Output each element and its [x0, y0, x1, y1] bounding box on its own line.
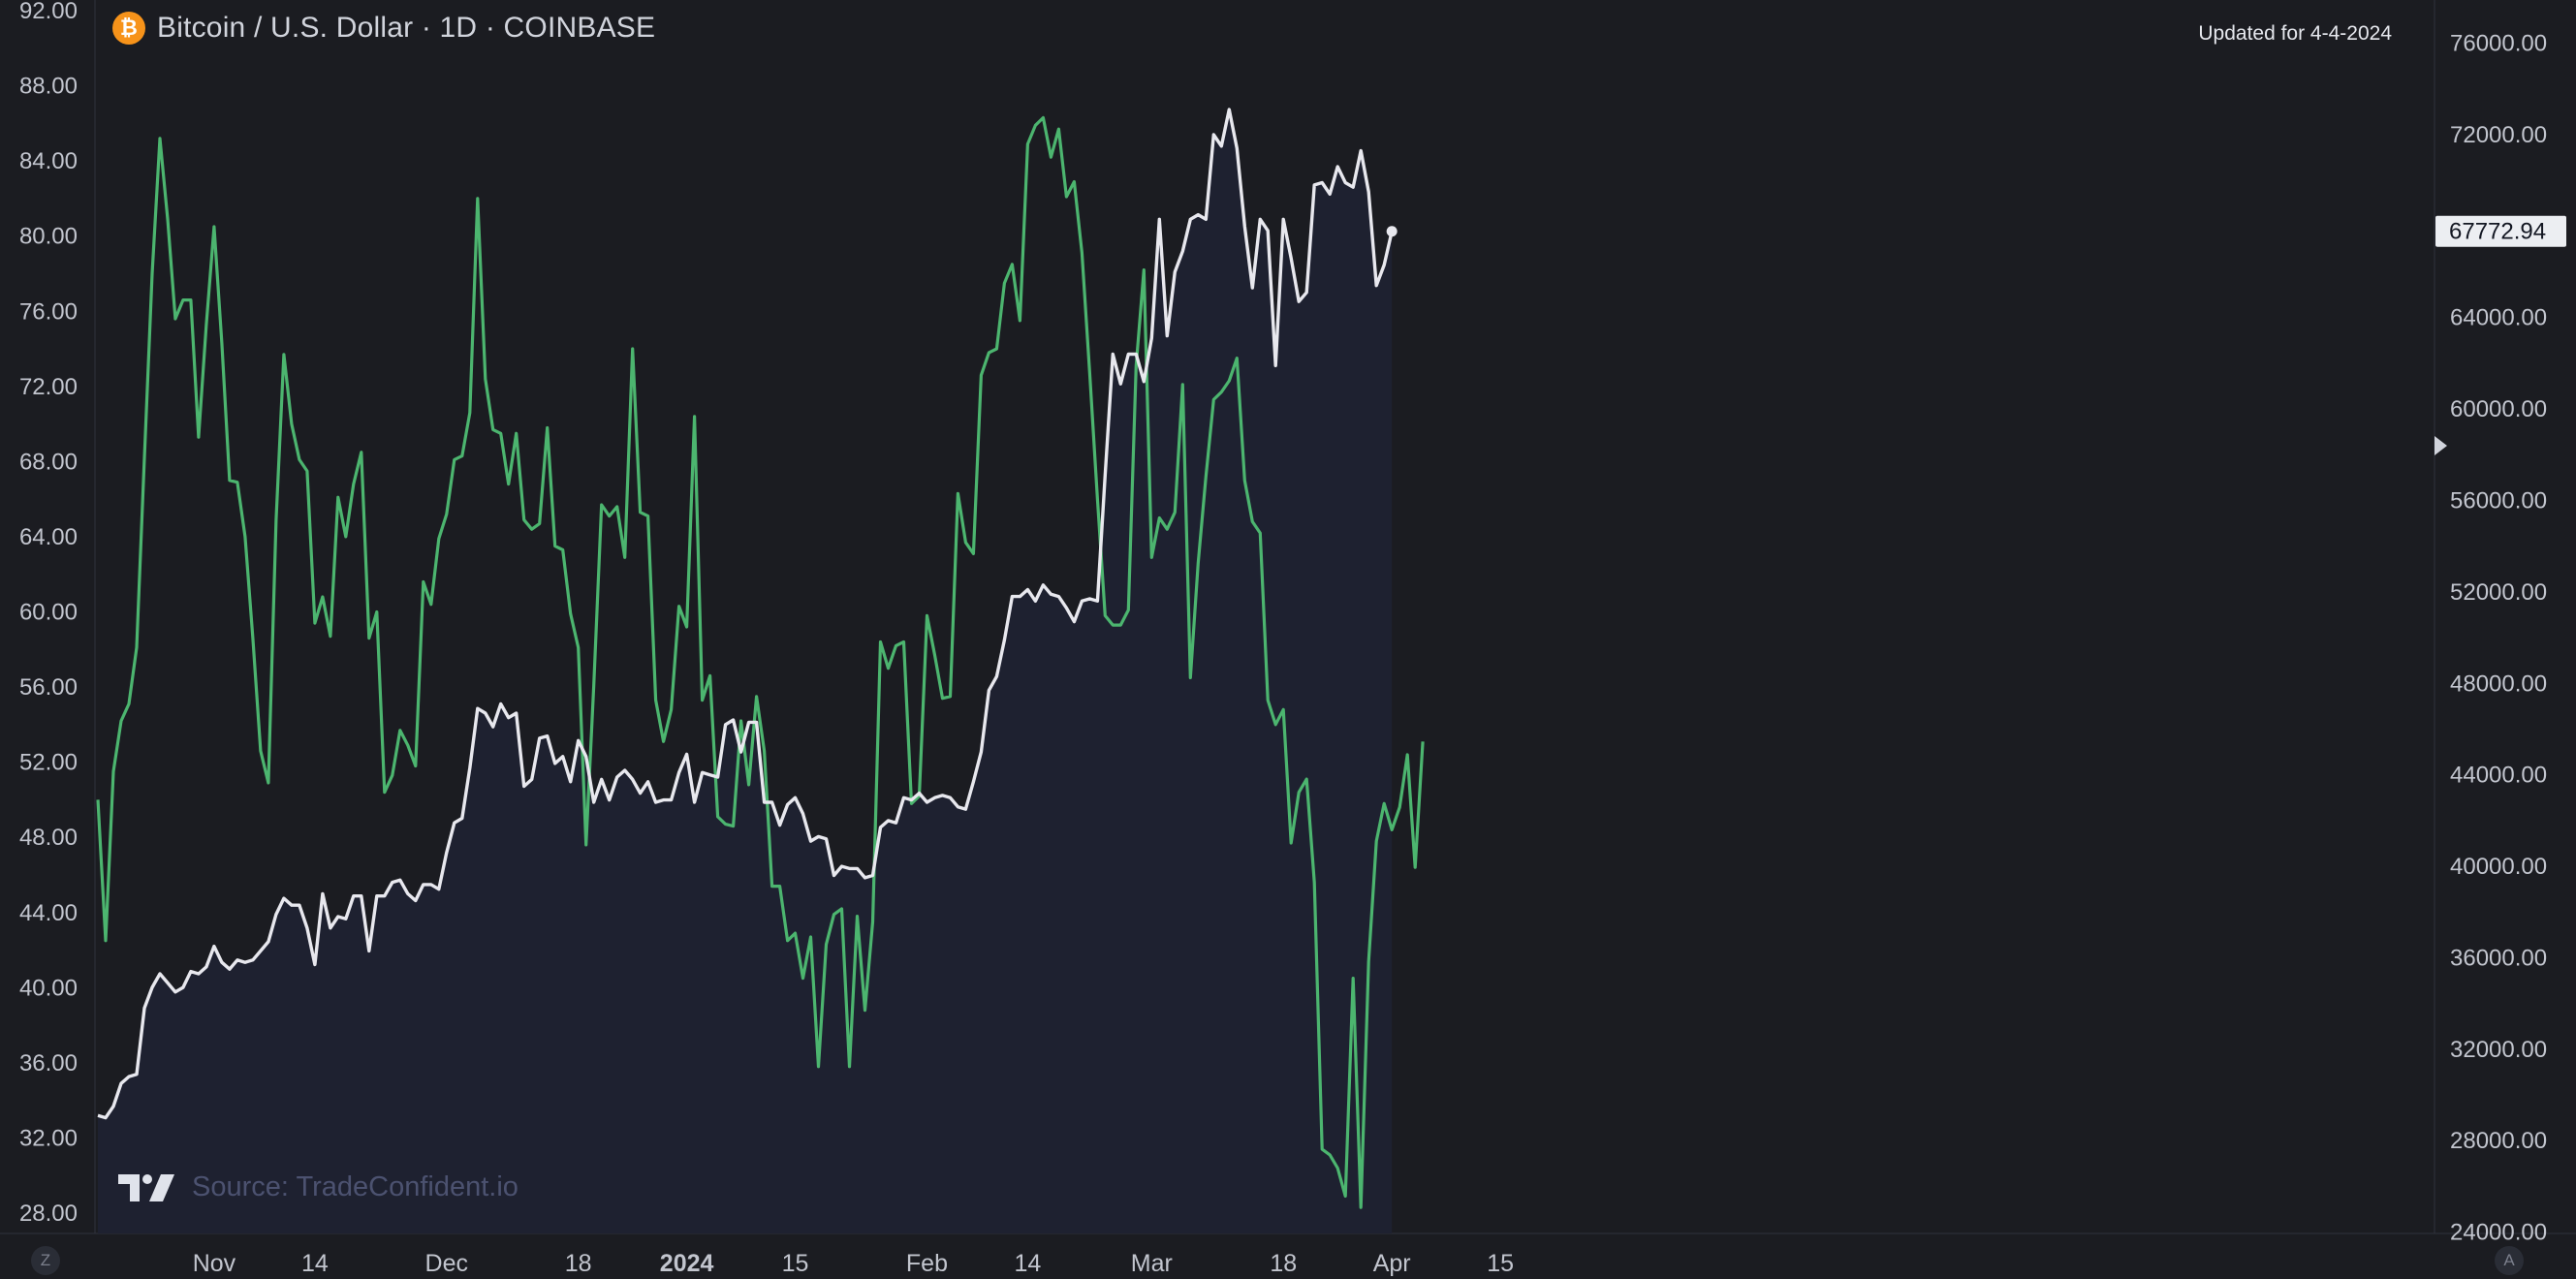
source-watermark: Source: TradeConfident.io	[118, 1170, 518, 1203]
left-axis-tick-label: 48.00	[19, 825, 78, 851]
left-axis-tick-label: 52.00	[19, 750, 78, 776]
last-price-label: 67772.94	[2449, 219, 2546, 245]
time-axis-tick-label: 2024	[660, 1250, 714, 1277]
left-axis-tick-label: 88.00	[19, 74, 78, 100]
right-axis-tick-label: 28000.00	[2450, 1128, 2547, 1154]
left-axis-tick-label: 68.00	[19, 449, 78, 475]
left-axis-tick-label: 32.00	[19, 1125, 78, 1151]
zoom-button[interactable]: Z	[31, 1246, 60, 1275]
right-axis-tick-label: 72000.00	[2450, 122, 2547, 148]
right-axis-tick-label: 56000.00	[2450, 488, 2547, 515]
left-axis-tick-label: 44.00	[19, 900, 78, 926]
left-axis-tick-label: 40.00	[19, 975, 78, 1001]
left-axis-tick-label: 92.00	[19, 0, 78, 24]
last-price-label-box	[2435, 215, 2566, 247]
time-axis-tick-label: 18	[1270, 1250, 1297, 1277]
right-axis-tick-label: 40000.00	[2450, 854, 2547, 880]
right-axis-tick-label: 76000.00	[2450, 31, 2547, 57]
left-axis-tick-label: 80.00	[19, 224, 78, 250]
rsi-series-line[interactable]	[96, 115, 1425, 1209]
time-axis-tick-label: 14	[1014, 1250, 1041, 1277]
left-axis-tick-label: 84.00	[19, 148, 78, 174]
bitcoin-icon: ₿	[112, 12, 145, 45]
left-axis-tick-label: 36.00	[19, 1050, 78, 1076]
symbol-title[interactable]: Bitcoin / U.S. Dollar · 1D · COINBASE	[157, 12, 656, 44]
last-price-dot	[1386, 226, 1398, 237]
right-axis-tick-label: 52000.00	[2450, 579, 2547, 606]
time-axis-tick-label: 15	[1487, 1250, 1514, 1277]
time-axis-tick-label: Nov	[193, 1250, 236, 1277]
time-axis-tick-label: Dec	[425, 1250, 468, 1277]
symbol-header: ₿ Bitcoin / U.S. Dollar · 1D · COINBASE	[112, 12, 655, 45]
scroll-right-arrow-icon[interactable]	[2435, 436, 2447, 455]
time-axis-tick-label: Mar	[1131, 1250, 1173, 1277]
left-axis-tick-label: 72.00	[19, 374, 78, 400]
right-axis-tick-label: 24000.00	[2450, 1220, 2547, 1246]
source-text: Source: TradeConfident.io	[192, 1170, 518, 1202]
right-axis-tick-label: 48000.00	[2450, 671, 2547, 697]
left-axis-tick-label: 64.00	[19, 524, 78, 550]
price-area-fill	[98, 109, 1393, 1233]
right-axis-tick-label: 60000.00	[2450, 396, 2547, 422]
price-series-line[interactable]	[97, 108, 1394, 1120]
time-axis-tick-label: 15	[782, 1250, 809, 1277]
right-axis-tick-label: 36000.00	[2450, 945, 2547, 971]
time-axis-tick-label: Apr	[1373, 1250, 1411, 1277]
tradingview-logo-icon	[118, 1174, 174, 1201]
right-axis-tick-label: 64000.00	[2450, 305, 2547, 331]
time-axis-tick-label: 18	[565, 1250, 592, 1277]
left-axis-tick-label: 76.00	[19, 298, 78, 325]
right-axis-tick-label: 44000.00	[2450, 763, 2547, 789]
left-axis-tick-label: 56.00	[19, 674, 78, 701]
auto-scale-button[interactable]: A	[2495, 1246, 2524, 1275]
left-axis-tick-label: 28.00	[19, 1201, 78, 1227]
time-axis-tick-label: Feb	[906, 1250, 948, 1277]
updated-date: Updated for 4-4-2024	[2198, 22, 2392, 45]
right-axis-tick-label: 32000.00	[2450, 1037, 2547, 1063]
left-axis-tick-label: 60.00	[19, 600, 78, 626]
time-axis-tick-label: 14	[301, 1250, 329, 1277]
